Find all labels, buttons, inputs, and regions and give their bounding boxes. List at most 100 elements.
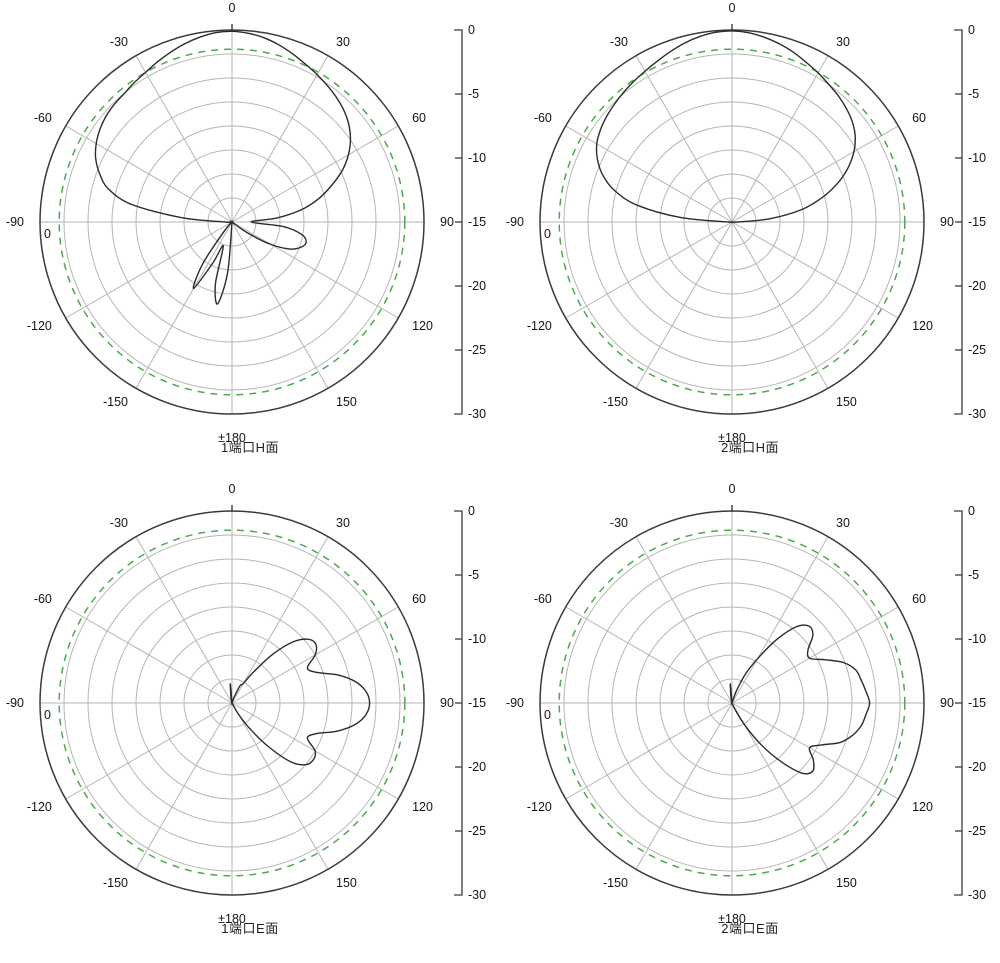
grid-spoke	[65, 221, 233, 319]
angle-tick-label: 0	[729, 1, 736, 15]
angle-tick-label: -30	[110, 35, 128, 49]
angle-tick-label: 30	[336, 35, 350, 49]
angle-tick-label: -120	[27, 319, 52, 333]
reference-ring-minus3db	[58, 529, 406, 877]
angle-tick-label: -150	[103, 395, 128, 409]
grid-spoke	[231, 702, 329, 870]
angle-labels: 0 30 60 90 120 150 ±180 -150 -120 -90 -60 -30	[506, 1, 954, 445]
grid-spoke	[565, 606, 733, 704]
panel-port1-h-plane: 0 30 60 90 120 150 ±180 -150 -120 -90 -60 -30 0 0 -5 -1…	[0, 0, 500, 481]
grid-spoke	[231, 221, 399, 319]
grid-spoke	[731, 125, 899, 223]
angle-tick-label: ±180	[718, 431, 746, 445]
angle-tick-label: 120	[912, 319, 933, 333]
angle-tick-label: 90	[440, 696, 454, 710]
scale-tick-label: -15	[468, 215, 486, 229]
angle-tick-label: 120	[912, 800, 933, 814]
scale-tick-label: -25	[468, 824, 486, 838]
scale-tick-label: -20	[468, 760, 486, 774]
scale-tick-label: -5	[468, 87, 479, 101]
scale-tick-label: -15	[468, 696, 486, 710]
panel-caption: 2端口H面	[720, 440, 780, 455]
angle-tick-label: -150	[103, 876, 128, 890]
radial-origin-label: 0	[44, 227, 51, 241]
radiation-pattern-trace	[595, 30, 856, 224]
scale-tick-label: -15	[968, 215, 986, 229]
angle-tick-label: 90	[940, 215, 954, 229]
grid-spoke	[731, 702, 899, 800]
angle-tick-label: 60	[412, 111, 426, 125]
grid-spoke	[565, 702, 733, 800]
angle-tick-label: -90	[6, 696, 24, 710]
angle-tick-label: 150	[836, 395, 857, 409]
panel-port2-h-plane: 0 30 60 90 120 150 ±180 -150 -120 -90 -60 -30 0 0 -5 -1…	[500, 0, 1000, 481]
angle-labels: 0 30 60 90 120 150 ±180 -150 -120 -90 -60 -30	[6, 1, 454, 445]
scale-tick-label: -25	[968, 343, 986, 357]
db-scale-bar: 0 -5 -10 -15 -20 -25 -30	[454, 504, 486, 902]
reference-ring-minus3db	[558, 48, 906, 396]
angle-labels: 0 30 60 90 120 150 ±180 -150 -120 -90 -60 -30	[506, 482, 954, 926]
polar-chart: 0 30 60 90 120 150 ±180 -150 -120 -90 -60 -30 0 0 -5 -1…	[506, 1, 986, 445]
angle-tick-label: 150	[336, 876, 357, 890]
polar-chart: 0 30 60 90 120 150 ±180 -150 -120 -90 -60 -30 0 0 -5 -1…	[6, 1, 486, 445]
radial-origin-label: 0	[44, 708, 51, 722]
db-scale-bar: 0 -5 -10 -15 -20 -25 -30	[954, 504, 986, 902]
angle-tick-label: -30	[110, 516, 128, 530]
angle-tick-label: -150	[603, 395, 628, 409]
angle-tick-label: 90	[940, 696, 954, 710]
grid-spoke	[65, 702, 233, 800]
scale-tick-label: -5	[968, 87, 979, 101]
angle-tick-label: -60	[34, 111, 52, 125]
grid-spoke	[231, 55, 329, 223]
scale-tick-label: 0	[968, 504, 975, 518]
scale-tick-label: -10	[968, 632, 986, 646]
grid-spoke	[731, 536, 829, 704]
scale-tick-label: -5	[468, 568, 479, 582]
grid-spoke	[635, 536, 733, 704]
angle-tick-label: 0	[229, 1, 236, 15]
angle-tick-label: -30	[610, 516, 628, 530]
grid-spoke	[65, 606, 233, 704]
scale-tick-label: -10	[468, 632, 486, 646]
angle-tick-label: -60	[34, 592, 52, 606]
angle-tick-label: 150	[836, 876, 857, 890]
grid-spoke	[135, 702, 233, 870]
grid-spoke	[731, 221, 899, 319]
grid-spoke	[231, 221, 329, 389]
db-scale-bar: 0 -5 -10 -15 -20 -25 -30	[454, 23, 486, 421]
radial-origin-label: 0	[544, 227, 551, 241]
angle-tick-label: 150	[336, 395, 357, 409]
angle-tick-label: -60	[534, 111, 552, 125]
angle-tick-label: 60	[912, 111, 926, 125]
angle-tick-label: 0	[729, 482, 736, 496]
scale-tick-label: -15	[968, 696, 986, 710]
angle-tick-label: 60	[912, 592, 926, 606]
polar-spokes	[540, 511, 924, 895]
radial-origin-label: 0	[544, 708, 551, 722]
angle-tick-label: 0	[229, 482, 236, 496]
grid-spoke	[635, 221, 733, 389]
grid-spoke	[635, 702, 733, 870]
scale-tick-label: -10	[968, 151, 986, 165]
panel-caption: 1端口E面	[221, 921, 279, 936]
grid-spoke	[731, 221, 829, 389]
scale-tick-label: -25	[968, 824, 986, 838]
radiation-pattern-trace	[94, 30, 352, 305]
angle-tick-label: 30	[836, 516, 850, 530]
angle-tick-label: 30	[836, 35, 850, 49]
grid-spoke	[135, 55, 233, 223]
grid-spoke	[135, 536, 233, 704]
grid-spoke	[635, 55, 733, 223]
polar-chart: 0 30 60 90 120 150 ±180 -150 -120 -90 -60 -30 0 0 -5 -1…	[506, 482, 986, 926]
angle-tick-label: 60	[412, 592, 426, 606]
scale-tick-label: -30	[468, 888, 486, 902]
grid-spoke	[565, 125, 733, 223]
polar-spokes	[40, 30, 424, 414]
angle-tick-label: -90	[506, 696, 524, 710]
grid-spoke	[231, 536, 329, 704]
angle-labels: 0 30 60 90 120 150 ±180 -150 -120 -90 -60 -30	[6, 482, 454, 926]
radiation-pattern-trace	[229, 638, 371, 766]
angle-tick-label: -60	[534, 592, 552, 606]
grid-spoke	[731, 702, 829, 870]
scale-tick-label: -10	[468, 151, 486, 165]
